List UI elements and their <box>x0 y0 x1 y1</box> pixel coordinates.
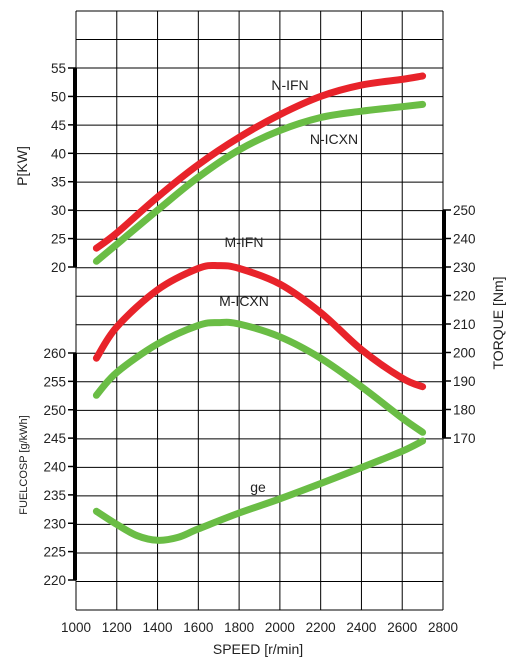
x-tick-label: 2800 <box>428 620 458 635</box>
x-tick-label: 1400 <box>143 620 173 635</box>
fuel-tick-label: 230 <box>43 516 66 531</box>
x-tick-label: 1000 <box>61 620 91 635</box>
power-tick-label: 20 <box>51 260 66 275</box>
x-axis-title: SPEED [r/min] <box>213 641 303 657</box>
tick-labels: 20 25 30 35 40 45 50 55 170 180 190 200 210 220 230 240… <box>43 61 475 635</box>
power-tick-label: 45 <box>51 118 66 133</box>
fuel-axis-title: FUELCOSP [g/kWh] <box>18 415 30 514</box>
fuel-tick-label: 250 <box>43 403 66 418</box>
x-tick-label: 1600 <box>183 620 213 635</box>
power-tick-label: 55 <box>51 61 66 76</box>
series-line-n-ifn <box>92 72 427 252</box>
torque-tick-label: 190 <box>453 374 476 389</box>
series-label-m-icxn: M-ICXN <box>219 293 269 309</box>
fuel-tick-label: 240 <box>43 460 66 475</box>
x-tick-label: 2600 <box>387 620 417 635</box>
x-tick-label: 1200 <box>102 620 132 635</box>
torque-axis-title: TORQUE [Nm] <box>490 276 506 369</box>
fuel-tick-label: 245 <box>43 431 66 446</box>
series-line-m-ifn <box>92 261 427 391</box>
x-tick-label: 2000 <box>265 620 295 635</box>
series-label-n-ifn: N-IFN <box>271 77 308 93</box>
torque-tick-label: 240 <box>453 232 476 247</box>
torque-tick-label: 210 <box>453 317 476 332</box>
power-axis-title: P[KW] <box>14 146 30 186</box>
series-line-n-icxn <box>92 100 427 265</box>
torque-tick-label: 180 <box>453 403 476 418</box>
torque-tick-label: 250 <box>453 203 476 218</box>
fuel-tick-label: 255 <box>43 374 66 389</box>
power-tick-label: 25 <box>51 232 66 247</box>
series-line-ge <box>92 437 427 544</box>
torque-tick-label: 230 <box>453 260 476 275</box>
power-tick-label: 40 <box>51 146 66 161</box>
power-tick-label: 35 <box>51 175 66 190</box>
series-lines <box>92 72 427 544</box>
series-label-m-ifn: M-IFN <box>225 234 264 250</box>
x-tick-label: 2400 <box>346 620 376 635</box>
series-label-n-icxn: N-ICXN <box>310 131 358 147</box>
x-tick-label: 1800 <box>224 620 254 635</box>
torque-tick-label: 170 <box>453 431 476 446</box>
fuel-tick-label: 220 <box>43 573 66 588</box>
fuel-tick-label: 225 <box>43 545 66 560</box>
x-tick-label: 2200 <box>306 620 336 635</box>
torque-tick-label: 200 <box>453 346 476 361</box>
power-tick-label: 50 <box>51 89 66 104</box>
series-labels: N-IFN N-ICXN M-IFN M-ICXN ge <box>219 77 358 495</box>
series-label-ge: ge <box>250 479 266 495</box>
torque-tick-label: 220 <box>453 289 476 304</box>
fuel-tick-label: 260 <box>43 346 66 361</box>
power-tick-label: 30 <box>51 203 66 218</box>
fuel-tick-label: 235 <box>43 488 66 503</box>
series-line-m-icxn <box>92 318 427 436</box>
